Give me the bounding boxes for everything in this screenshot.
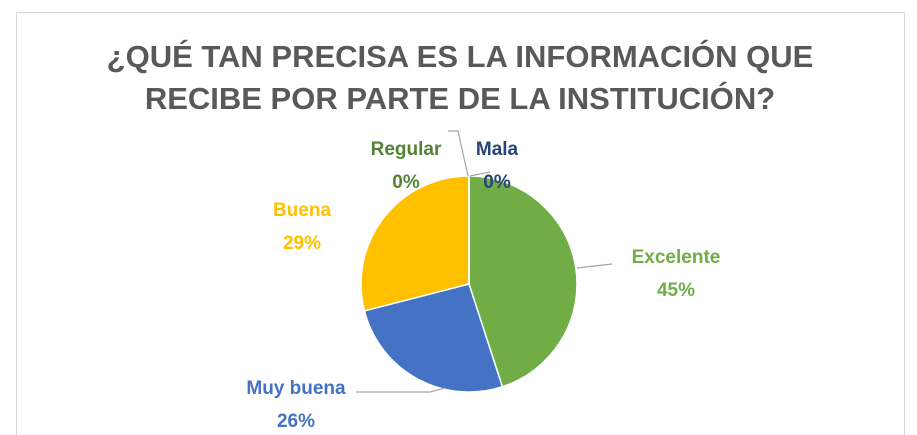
chart-border [16,12,905,435]
pie-slice [468,175,578,388]
category-label: Regular [371,139,442,160]
leader-line [356,387,446,393]
pie [360,175,578,393]
value-label: 45% [657,280,695,301]
leader-line [576,263,613,269]
leader-line [469,171,491,177]
value-label: 26% [277,411,315,432]
category-label: Muy buena [246,378,346,399]
value-label: 29% [283,233,321,254]
leader-lines [356,130,613,393]
category-label: Mala [476,139,519,160]
value-label: 0% [392,172,420,193]
category-label: Excelente [632,247,721,268]
value-label: 0% [483,172,511,193]
leader-line [448,130,469,177]
data-labels: Excelente 45% Muy buena 26% Buena 29% Regular 0… [246,139,720,432]
pie-slice [360,175,470,312]
chart-title: ¿QUÉ TAN PRECISA ES LA INFORMACIÓN QUE R… [106,39,814,116]
pie-slice [363,283,504,393]
category-label: Buena [273,200,332,221]
